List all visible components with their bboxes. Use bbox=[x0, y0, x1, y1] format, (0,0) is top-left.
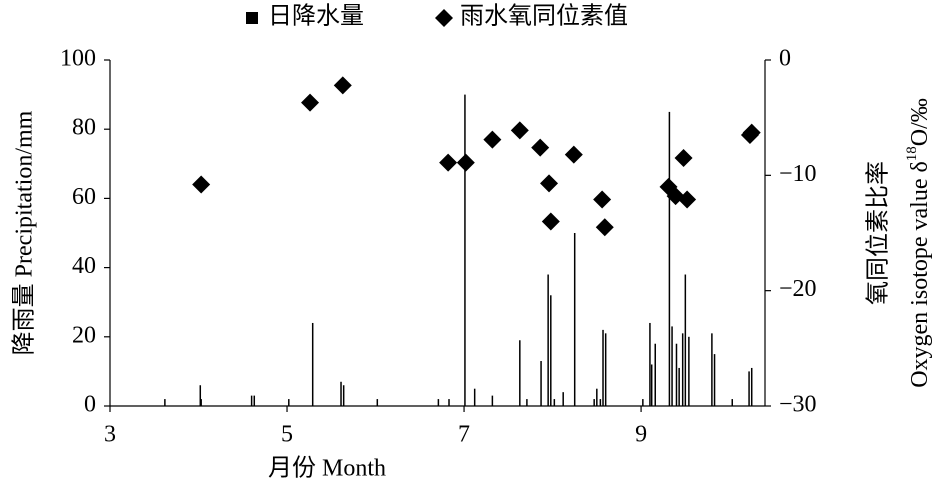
bar bbox=[342, 385, 345, 406]
bar bbox=[671, 326, 673, 406]
bar bbox=[491, 395, 494, 406]
x-tick-label: 9 bbox=[635, 422, 647, 448]
bar bbox=[668, 111, 671, 407]
y-tick-label: 60 bbox=[72, 184, 96, 210]
y2-label-part: O/‰ bbox=[907, 98, 933, 146]
y2-tick-label: 0 bbox=[779, 46, 791, 72]
bar bbox=[642, 399, 644, 406]
legend-swatch bbox=[435, 9, 453, 27]
x-tick-label: 3 bbox=[104, 422, 116, 448]
bar bbox=[547, 274, 549, 406]
bar bbox=[604, 333, 607, 406]
point bbox=[595, 218, 614, 237]
point bbox=[564, 145, 583, 164]
y2-label-sup: 18 bbox=[904, 146, 920, 161]
x-tick-label: 5 bbox=[281, 422, 293, 448]
point bbox=[483, 130, 502, 149]
point bbox=[192, 175, 211, 194]
bar bbox=[678, 367, 680, 406]
x-axis-label: 月份 Month bbox=[268, 455, 386, 482]
bar bbox=[731, 399, 733, 406]
bar bbox=[253, 395, 256, 406]
bar bbox=[288, 399, 290, 406]
bar bbox=[164, 399, 166, 406]
bar bbox=[562, 392, 564, 406]
bar bbox=[684, 274, 687, 406]
bar bbox=[519, 340, 521, 406]
bar bbox=[526, 399, 528, 406]
y2-axis-label: Oxygen isotope value δ18O/‰ bbox=[904, 98, 932, 388]
bar bbox=[602, 329, 604, 406]
point bbox=[439, 153, 458, 172]
point bbox=[531, 138, 550, 157]
bar bbox=[376, 399, 379, 406]
bar bbox=[311, 322, 314, 406]
y2-tick-label: −30 bbox=[779, 392, 817, 418]
bar bbox=[540, 361, 542, 406]
bar bbox=[750, 367, 753, 406]
point bbox=[742, 123, 761, 142]
point bbox=[301, 93, 320, 112]
y-tick-label: 100 bbox=[60, 46, 96, 72]
y-tick-label: 0 bbox=[84, 392, 96, 418]
legend-swatch bbox=[246, 12, 258, 24]
bar bbox=[473, 388, 476, 406]
point bbox=[674, 149, 693, 168]
bar bbox=[573, 233, 576, 406]
y-axis-label: 降雨量 Precipitation/mm bbox=[11, 110, 38, 355]
x-tick-label: 7 bbox=[458, 422, 470, 448]
bar bbox=[596, 388, 598, 406]
bar bbox=[713, 354, 716, 406]
bar bbox=[448, 399, 450, 406]
bar bbox=[199, 385, 202, 406]
bar bbox=[464, 94, 466, 406]
y2-tick-label: −10 bbox=[779, 161, 817, 187]
bar bbox=[437, 399, 440, 406]
point bbox=[456, 153, 475, 172]
bar bbox=[593, 399, 595, 406]
bar bbox=[649, 322, 651, 406]
bar bbox=[200, 399, 202, 406]
point bbox=[510, 121, 529, 140]
point bbox=[333, 76, 352, 95]
y-tick-label: 80 bbox=[72, 115, 96, 141]
bar bbox=[650, 364, 653, 406]
bar bbox=[550, 295, 552, 406]
point bbox=[678, 190, 697, 209]
y2-tick-label: −20 bbox=[779, 276, 817, 302]
point bbox=[541, 212, 560, 231]
bar bbox=[688, 336, 690, 406]
point bbox=[540, 174, 559, 193]
point bbox=[593, 190, 612, 209]
bar bbox=[711, 333, 713, 406]
legend-label: 雨水氧同位素值 bbox=[460, 3, 628, 30]
legend-label: 日降水量 bbox=[268, 3, 364, 30]
bar bbox=[553, 399, 556, 406]
bar bbox=[340, 381, 342, 406]
bar bbox=[599, 399, 602, 406]
bar bbox=[675, 343, 678, 406]
bar bbox=[654, 343, 656, 406]
y2-label-part: Oxygen isotope value δ bbox=[907, 161, 933, 388]
bar bbox=[748, 371, 750, 406]
y-tick-label: 40 bbox=[72, 253, 96, 279]
bar bbox=[681, 333, 684, 406]
y2-axis-label: 氧同位素比率 bbox=[865, 161, 892, 305]
bar bbox=[250, 395, 253, 406]
y-tick-label: 20 bbox=[72, 322, 96, 348]
